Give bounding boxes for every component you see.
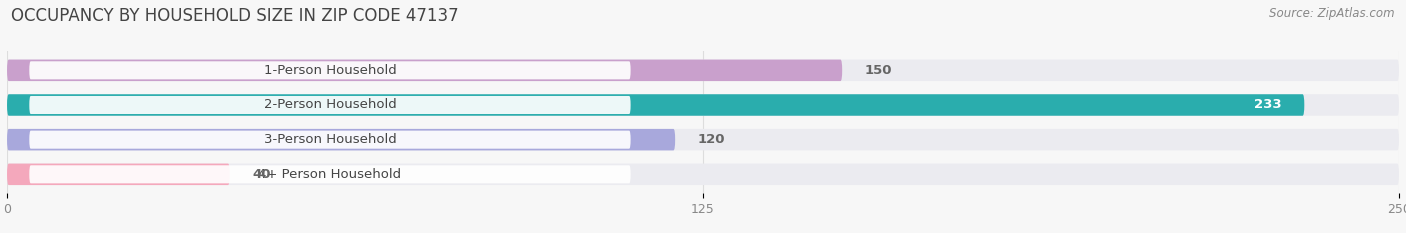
- FancyBboxPatch shape: [7, 94, 1305, 116]
- FancyBboxPatch shape: [7, 60, 842, 81]
- FancyBboxPatch shape: [30, 61, 631, 79]
- Text: 4+ Person Household: 4+ Person Household: [259, 168, 402, 181]
- FancyBboxPatch shape: [30, 165, 631, 183]
- Text: 150: 150: [865, 64, 891, 77]
- FancyBboxPatch shape: [30, 96, 631, 114]
- Text: 120: 120: [697, 133, 725, 146]
- Text: 1-Person Household: 1-Person Household: [263, 64, 396, 77]
- Text: Source: ZipAtlas.com: Source: ZipAtlas.com: [1270, 7, 1395, 20]
- Text: 233: 233: [1254, 99, 1282, 112]
- FancyBboxPatch shape: [7, 129, 675, 151]
- FancyBboxPatch shape: [30, 131, 631, 149]
- FancyBboxPatch shape: [7, 60, 1399, 81]
- FancyBboxPatch shape: [7, 94, 1399, 116]
- Text: 40: 40: [252, 168, 270, 181]
- FancyBboxPatch shape: [7, 164, 1399, 185]
- FancyBboxPatch shape: [7, 129, 1399, 151]
- Text: 3-Person Household: 3-Person Household: [263, 133, 396, 146]
- Text: OCCUPANCY BY HOUSEHOLD SIZE IN ZIP CODE 47137: OCCUPANCY BY HOUSEHOLD SIZE IN ZIP CODE …: [11, 7, 458, 25]
- FancyBboxPatch shape: [7, 164, 229, 185]
- Text: 2-Person Household: 2-Person Household: [263, 99, 396, 112]
